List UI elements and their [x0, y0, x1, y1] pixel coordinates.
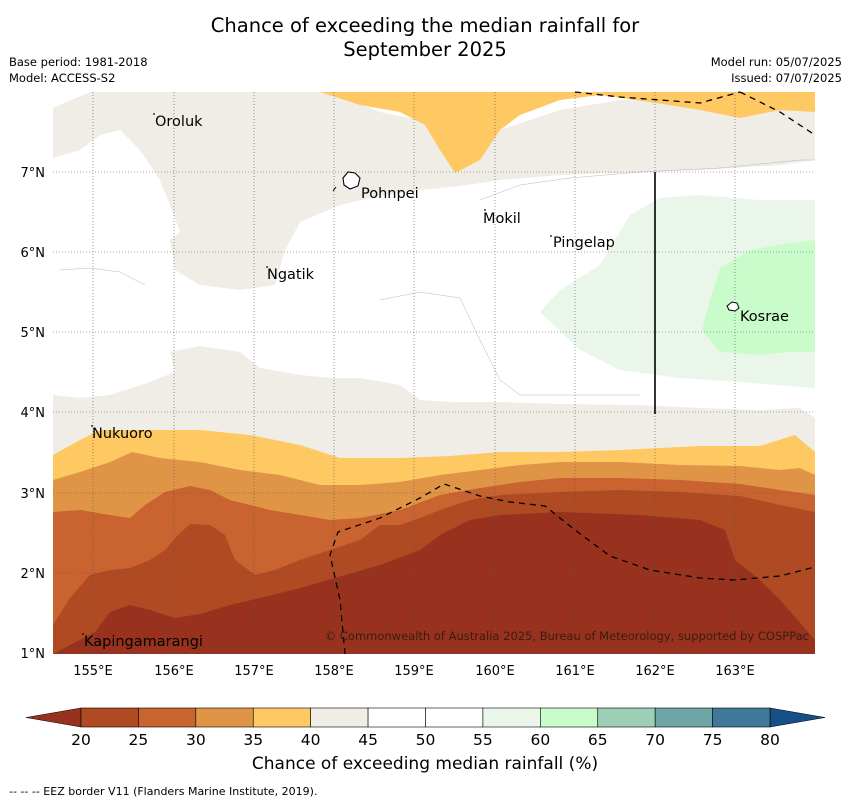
lon-tick-158: 158°E — [314, 664, 354, 679]
colorbar-swatch-35-40 — [252, 707, 311, 728]
colorbar-tick-60: 60 — [530, 731, 550, 749]
contour-band-60-65 — [702, 240, 815, 355]
colorbar-tick-50: 50 — [416, 731, 436, 749]
colorbar-swatch-50-55 — [425, 707, 484, 728]
kosrae-island-shape — [726, 301, 740, 312]
contour-band-40-45-north — [53, 92, 815, 290]
eez-borders — [329, 91, 816, 655]
ngatik-island-marker — [266, 266, 268, 268]
colorbar-swatch-25-30 — [138, 707, 197, 728]
kapingamarangi-island-marker — [82, 633, 84, 635]
title-line-1: Chance of exceeding the median rainfall … — [210, 14, 640, 37]
lat-tick-6: 6°N — [21, 246, 46, 261]
colorbar-tick-30: 30 — [186, 731, 206, 749]
place-label-nukuoro: Nukuoro — [92, 426, 153, 442]
colorbar-swatch-20-25 — [80, 707, 139, 728]
meta-left: Base period: 1981-2018 Model: ACCESS-S2 — [9, 54, 148, 86]
eez-footnote: -- -- -- EEZ border V11 (Flanders Marine… — [9, 785, 318, 798]
longitude-tick-labels: 155°E 156°E 157°E 158°E 159°E 160°E 161°… — [73, 664, 755, 679]
pingelap-island-marker — [550, 235, 552, 237]
colorbar-tick-55: 55 — [473, 731, 493, 749]
model-run: Model run: 05/07/2025 — [710, 55, 842, 69]
lon-tick-157: 157°E — [234, 664, 274, 679]
lon-tick-162: 162°E — [635, 664, 675, 679]
lon-tick-161: 161°E — [555, 664, 595, 679]
oroluk-island-marker — [153, 113, 155, 115]
colorbar-tick-labels: 20 25 30 35 40 45 50 55 60 65 70 75 80 — [71, 731, 780, 749]
colorbar-tick-75: 75 — [703, 731, 723, 749]
colorbar-tick-35: 35 — [243, 731, 263, 749]
colorbar-swatches — [80, 707, 771, 728]
contour-band-below-20 — [53, 512, 815, 654]
colorbar-under-arrow — [25, 707, 82, 728]
issued-date: Issued: 07/07/2025 — [731, 71, 842, 85]
colorbar-tick-80: 80 — [760, 731, 780, 749]
lon-tick-156: 156°E — [154, 664, 194, 679]
meta-right: Model run: 05/07/2025 Issued: 07/07/2025 — [711, 54, 842, 86]
nukuoro-island-marker — [91, 425, 93, 427]
lon-tick-163: 163°E — [715, 664, 755, 679]
lon-tick-155: 155°E — [73, 664, 113, 679]
lon-tick-159: 159°E — [394, 664, 434, 679]
place-label-ngatik: Ngatik — [267, 267, 315, 283]
interior-contours — [59, 159, 815, 396]
colorbar-swatch-70-75 — [654, 707, 713, 728]
colorbar-tick-20: 20 — [71, 731, 91, 749]
lat-tick-5: 5°N — [21, 326, 46, 341]
mokil-island-marker — [484, 209, 486, 211]
lat-tick-3: 3°N — [21, 487, 46, 502]
colorbar-swatch-30-35 — [195, 707, 254, 728]
colorbar-tick-65: 65 — [588, 731, 608, 749]
copyright-notice: © Commonwealth of Australia 2025, Bureau… — [325, 629, 809, 643]
colorbar-label: Chance of exceeding median rainfall (%) — [251, 754, 599, 774]
place-label-pohnpei: Pohnpei — [361, 186, 419, 202]
place-label-kapingamarangi: Kapingamarangi — [84, 634, 203, 650]
place-label-oroluk: Oroluk — [155, 114, 203, 130]
colorbar-swatch-75-80 — [712, 707, 771, 728]
colorbar-tick-70: 70 — [645, 731, 665, 749]
latitude-tick-labels: 7°N 6°N 5°N 4°N 3°N 2°N 1°N — [21, 166, 46, 662]
colorbar-tick-25: 25 — [129, 731, 149, 749]
lon-tick-160: 160°E — [475, 664, 515, 679]
lat-tick-4: 4°N — [21, 406, 46, 421]
colorbar-over-arrow — [769, 707, 826, 728]
model-name: Model: ACCESS-S2 — [9, 71, 116, 85]
lat-tick-1: 1°N — [21, 647, 46, 662]
graticule — [53, 92, 815, 654]
colorbar-tick-45: 45 — [358, 731, 378, 749]
title-line-2: September 2025 — [343, 38, 507, 61]
colorbar-swatch-45-50 — [367, 707, 426, 728]
pohnpei-island-shape — [342, 171, 361, 190]
place-label-kosrae: Kosrae — [740, 309, 789, 325]
place-label-mokil: Mokil — [483, 211, 521, 227]
map-title: Chance of exceeding the median rainfall … — [0, 14, 850, 62]
colorbar-swatch-55-60 — [482, 707, 541, 728]
place-labels: Oroluk Pohnpei Mokil Pingelap Ngatik Kos… — [84, 114, 789, 650]
place-label-pingelap: Pingelap — [553, 235, 615, 251]
pohnpei-shore-mark — [332, 186, 337, 192]
lat-tick-2: 2°N — [21, 567, 46, 582]
colorbar-swatch-65-70 — [597, 707, 656, 728]
lat-tick-7: 7°N — [21, 166, 46, 181]
colorbar-tick-40: 40 — [301, 731, 321, 749]
contour-band-35-40-north — [320, 92, 815, 173]
colorbar-swatch-40-45 — [310, 707, 369, 728]
contour-field — [53, 92, 815, 654]
colorbar: 20 25 30 35 40 45 50 55 60 65 70 75 80 — [25, 707, 826, 749]
base-period: Base period: 1981-2018 — [9, 55, 148, 69]
colorbar-swatch-60-65 — [540, 707, 599, 728]
